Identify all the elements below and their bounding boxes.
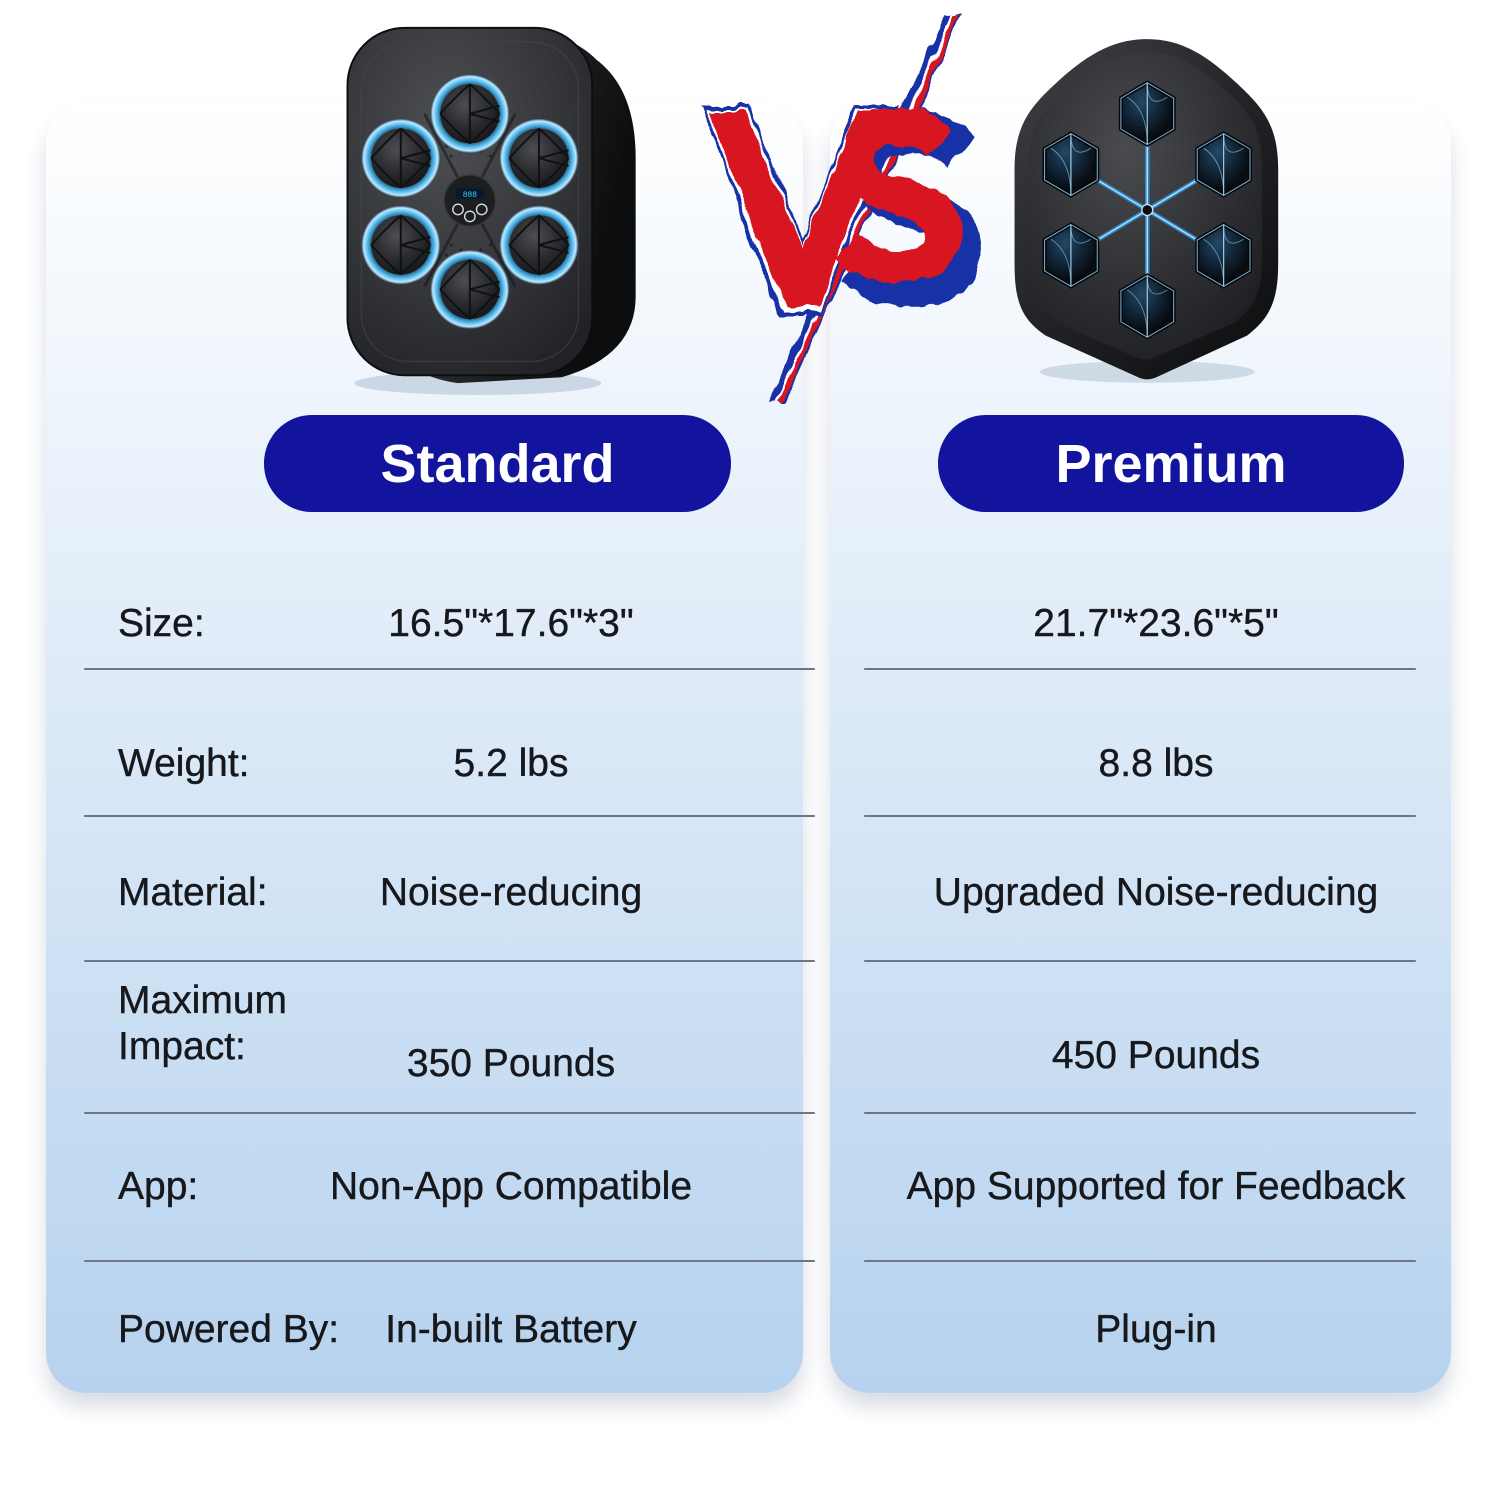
svg-text:888: 888 bbox=[463, 191, 477, 200]
